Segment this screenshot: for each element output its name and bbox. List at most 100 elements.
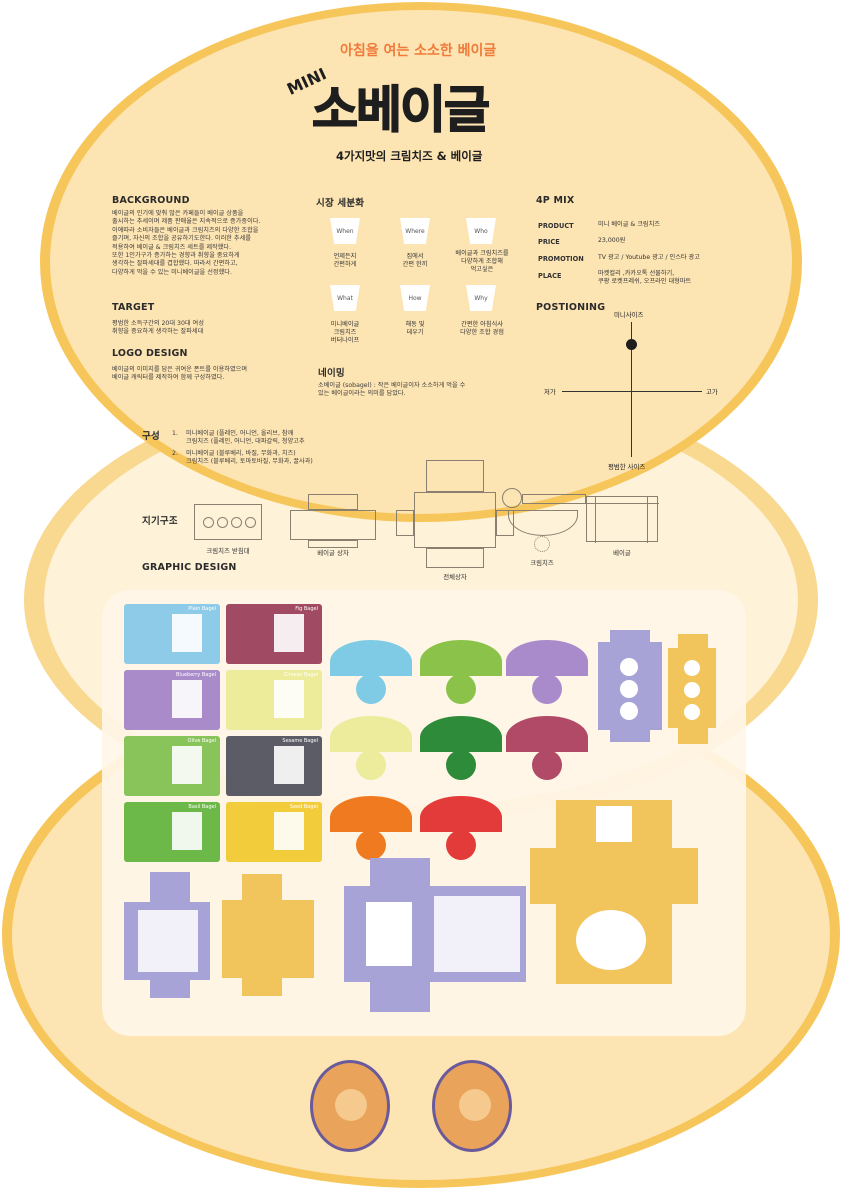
- cream-cheese-cup-base: [446, 830, 476, 860]
- bagel-packet: Fig Bagel: [226, 604, 322, 664]
- composition-text-2: 미니베이글 (블루베리, 바질, 무화과, 치즈) 크림치즈 (블루베리, 토마…: [186, 450, 313, 466]
- dieline-bagel-box: [290, 510, 376, 540]
- box-net-mustard-small: [222, 900, 314, 978]
- positioning-bottom-label: 평범한 사이즈: [608, 463, 646, 471]
- target-title: TARGET: [112, 302, 155, 313]
- bagel-packet: Olive Bagel: [124, 736, 220, 796]
- graphic-title: GRAPHIC DESIGN: [142, 562, 237, 573]
- tagline: 4가지맛의 크림치즈 & 베이글: [336, 149, 483, 163]
- holder-mustard-hole: [684, 660, 700, 676]
- mix-key-product: PRODUCT: [538, 222, 574, 230]
- cream-cheese-cup-base: [356, 830, 386, 860]
- cup-when: When: [330, 218, 360, 244]
- box-net-lavender-large: [344, 886, 526, 982]
- dieline-whole-box: [414, 492, 496, 548]
- mix-value-place: 마켓컬리 ,카카오톡 선물하기, 쿠팡 로켓프레쉬, 오프라인 대형마트: [598, 270, 692, 285]
- cream-cheese-cup-net: [330, 640, 412, 676]
- box-net-lavender-small: [124, 902, 210, 980]
- dieline-cheese-base: [534, 536, 550, 552]
- positioning-right-label: 고가: [706, 388, 718, 396]
- positioning-top-label: 미니사이즈: [614, 311, 644, 319]
- bagel-packet-label: Fig Bagel: [295, 606, 318, 612]
- dieline-whole-box-top: [426, 460, 484, 492]
- box-net-lavender-large-bottom: [370, 982, 430, 1012]
- holder-lavender-hole: [620, 680, 638, 698]
- cream-cheese-cup-net: [330, 796, 412, 832]
- cream-cheese-cup-net: [330, 716, 412, 752]
- cream-cheese-cup-net: [420, 716, 502, 752]
- dieline-whole-box-left: [396, 510, 414, 536]
- cream-cheese-cup-base: [446, 750, 476, 780]
- positioning-marker: [626, 339, 637, 350]
- dieline-whole-box-caption: 전체상자: [443, 573, 467, 581]
- holder-lavender-hole: [620, 702, 638, 720]
- holder-mustard-hole: [684, 704, 700, 720]
- naming-title: 네이밍: [318, 368, 345, 379]
- logo-design-title: LOGO DESIGN: [112, 348, 188, 359]
- cup-how: How: [400, 285, 430, 311]
- background-text: 베이글의 인기에 맞춰 많은 카페들이 베이글 상품을 출시하는 추세이며 제품…: [112, 210, 261, 276]
- cup-why-caption: 간편한 아침식사 다양한 조합 경험: [460, 321, 504, 336]
- bagel-packet: Cheese Bagel: [226, 670, 322, 730]
- dieline-whole-box-bottom: [426, 548, 484, 568]
- cup-where: Where: [400, 218, 430, 244]
- dieline-title: 지기구조: [142, 516, 178, 527]
- bagel-character-right: [432, 1060, 512, 1152]
- holder-mustard-hole: [684, 682, 700, 698]
- box-net-mustard-small-top: [242, 874, 282, 900]
- positioning-haxis: [562, 391, 702, 392]
- bagel-packet-label: Olive Bagel: [187, 738, 216, 744]
- mix-title: 4P MIX: [536, 195, 575, 206]
- cup-what-caption: 미니베이글 크림치즈 버터나이프: [330, 321, 360, 344]
- bagel-packet-label: Plain Bagel: [188, 606, 216, 612]
- box-net-mustard-large-body: [556, 904, 672, 984]
- mix-key-price: PRICE: [538, 238, 560, 246]
- cup-why: Why: [466, 285, 496, 311]
- cream-cheese-cup-net: [506, 640, 588, 676]
- dieline-bagel-box-flap-top: [308, 494, 358, 510]
- cup-who-caption: 베이글과 크림치즈를 다양하게 조합해 먹고싶은: [455, 250, 509, 273]
- dieline-holder: [194, 504, 262, 540]
- bagel-packet-label: Seed Bagel: [289, 804, 318, 810]
- mix-key-place: PLACE: [538, 272, 562, 280]
- cup-where-caption: 집에서 간편 한끼: [402, 253, 428, 268]
- composition-text-1: 미니베이글 (플레인, 어니언, 올리브, 참깨 크림치즈 (플레인, 어니언,…: [186, 430, 305, 446]
- positioning-vaxis: [631, 322, 632, 457]
- bagel-packet-label: Cheese Bagel: [283, 672, 318, 678]
- cream-cheese-cup-net: [420, 640, 502, 676]
- composition-title: 구성: [142, 431, 160, 442]
- cup-when-caption: 언제든지 간편하게: [333, 253, 357, 268]
- positioning-left-label: 저가: [544, 388, 556, 396]
- bagel-packet: Seed Bagel: [226, 802, 322, 862]
- target-text: 평범한 소득구간의 20대 30대 여성 취향을 중요하게 생각하는 잘파세대: [112, 320, 204, 336]
- cream-cheese-cup-base: [446, 674, 476, 704]
- dieline-cheese-band: [522, 494, 586, 504]
- cup-who: Who: [466, 218, 496, 244]
- bagel-packet: Sesame Bagel: [226, 736, 322, 796]
- cup-how-caption: 해동 및 데우기: [405, 321, 425, 336]
- bagel-packet: Plain Bagel: [124, 604, 220, 664]
- dieline-bagel-box-caption: 베이글 상자: [317, 549, 349, 557]
- dieline-cheese-caption: 크림치즈: [530, 559, 554, 567]
- bagel-packet: Blueberry Bagel: [124, 670, 220, 730]
- box-net-lavender-large-top: [370, 858, 430, 886]
- cream-cheese-cup-base: [356, 674, 386, 704]
- dieline-holder-caption: 크림치즈 받침대: [206, 547, 250, 555]
- top-blob: [50, 10, 792, 514]
- dieline-bagel-pouch: [586, 496, 659, 543]
- holder-lavender-hole: [620, 658, 638, 676]
- cup-what: What: [330, 285, 360, 311]
- naming-text: 소베이글 (sobagel) : 작은 베이글이자 소소하게 먹을 수 있는 베…: [318, 382, 466, 398]
- bagel-packet-label: Sesame Bagel: [282, 738, 318, 744]
- bagel-character-left: [310, 1060, 390, 1152]
- market-title: 시장 세분화: [316, 198, 365, 209]
- box-net-mustard-large-top: [556, 800, 672, 848]
- box-net-mustard-large: [530, 848, 698, 904]
- bagel-packet-label: Blueberry Bagel: [175, 672, 216, 678]
- subtitle: 아침을 여는 소소한 베이글: [340, 43, 497, 59]
- background-title: BACKGROUND: [112, 195, 190, 206]
- mix-value-promotion: TV 광고 / Youtube 광고 / 인스타 광고: [598, 254, 700, 261]
- mix-value-price: 23,000원: [598, 237, 626, 244]
- mix-value-product: 미니 베이글 & 크림치즈: [598, 221, 660, 228]
- composition-num-2: 2.: [172, 450, 178, 457]
